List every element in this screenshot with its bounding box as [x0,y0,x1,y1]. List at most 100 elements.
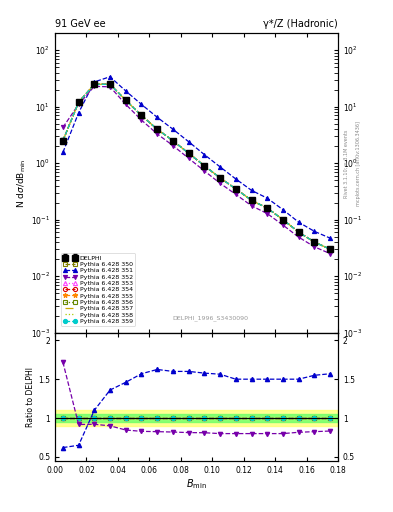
Pythia 6.428 353 [328,246,332,252]
Pythia 6.428 359 [328,246,332,252]
Pythia 6.428 356 [218,175,222,181]
Pythia 6.428 350 [61,138,65,144]
Pythia 6.428 357 [76,99,81,105]
Pythia 6.428 354 [265,205,270,211]
Pythia 6.428 350 [108,81,112,88]
Pythia 6.428 358 [76,99,81,105]
Pythia 6.428 353 [108,81,112,88]
Pythia 6.428 355 [139,113,144,119]
Pythia 6.428 359 [186,150,191,156]
Pythia 6.428 354 [249,197,254,203]
Pythia 6.428 354 [186,150,191,156]
Pythia 6.428 354 [233,186,238,192]
Pythia 6.428 357 [108,81,112,88]
Pythia 6.428 351 [155,114,160,120]
Text: mcplots.cern.ch [arXiv:1306.3436]: mcplots.cern.ch [arXiv:1306.3436] [356,121,361,206]
Pythia 6.428 358 [108,81,112,88]
Pythia 6.428 358 [61,138,65,144]
Pythia 6.428 355 [233,186,238,192]
Pythia 6.428 352 [76,101,81,108]
Pythia 6.428 350 [281,217,285,223]
Pythia 6.428 359 [171,138,175,144]
Pythia 6.428 351 [76,110,81,116]
Pythia 6.428 355 [218,175,222,181]
Pythia 6.428 353 [92,81,97,88]
Pythia 6.428 359 [108,81,112,88]
Pythia 6.428 352 [186,155,191,161]
Pythia 6.428 352 [108,84,112,90]
Pythia 6.428 359 [218,175,222,181]
Pythia 6.428 356 [202,163,207,169]
Pythia 6.428 359 [265,205,270,211]
Pythia 6.428 350 [265,205,270,211]
Pythia 6.428 357 [218,175,222,181]
Pythia 6.428 352 [202,168,207,174]
Pythia 6.428 355 [155,126,160,132]
Pythia 6.428 355 [123,97,128,103]
Pythia 6.428 359 [123,97,128,103]
Pythia 6.428 359 [233,186,238,192]
Pythia 6.428 353 [155,126,160,132]
Pythia 6.428 354 [139,113,144,119]
Pythia 6.428 353 [265,205,270,211]
Pythia 6.428 353 [186,150,191,156]
Pythia 6.428 354 [312,239,317,245]
Pythia 6.428 350 [186,150,191,156]
Pythia 6.428 357 [186,150,191,156]
Pythia 6.428 359 [155,126,160,132]
Pythia 6.428 356 [233,186,238,192]
Line: Pythia 6.428 359: Pythia 6.428 359 [61,82,332,251]
Pythia 6.428 358 [281,217,285,223]
Pythia 6.428 351 [123,88,128,94]
Pythia 6.428 355 [312,239,317,245]
Pythia 6.428 354 [108,81,112,88]
Pythia 6.428 350 [139,113,144,119]
Pythia 6.428 353 [249,197,254,203]
Pythia 6.428 357 [296,229,301,235]
Legend: DELPHI, Pythia 6.428 350, Pythia 6.428 351, Pythia 6.428 352, Pythia 6.428 353, : DELPHI, Pythia 6.428 350, Pythia 6.428 3… [61,253,135,327]
Pythia 6.428 357 [249,197,254,203]
Pythia 6.428 350 [123,97,128,103]
Pythia 6.428 356 [123,97,128,103]
Pythia 6.428 353 [312,239,317,245]
Pythia 6.428 355 [92,81,97,88]
Pythia 6.428 350 [233,186,238,192]
Pythia 6.428 352 [281,222,285,228]
Pythia 6.428 351 [202,152,207,158]
Pythia 6.428 350 [218,175,222,181]
Pythia 6.428 359 [249,197,254,203]
Pythia 6.428 356 [312,239,317,245]
Pythia 6.428 354 [92,81,97,88]
Pythia 6.428 352 [61,124,65,131]
Pythia 6.428 354 [76,99,81,105]
Pythia 6.428 357 [328,246,332,252]
Line: Pythia 6.428 356: Pythia 6.428 356 [61,82,332,251]
Pythia 6.428 354 [123,97,128,103]
Pythia 6.428 358 [296,229,301,235]
Pythia 6.428 353 [233,186,238,192]
Pythia 6.428 358 [139,113,144,119]
Pythia 6.428 357 [233,186,238,192]
Pythia 6.428 357 [92,81,97,88]
Pythia 6.428 355 [296,229,301,235]
Pythia 6.428 351 [233,176,238,182]
Pythia 6.428 352 [249,203,254,209]
Pythia 6.428 355 [328,246,332,252]
Pythia 6.428 358 [92,81,97,88]
Pythia 6.428 356 [296,229,301,235]
Pythia 6.428 351 [296,219,301,225]
Pythia 6.428 357 [312,239,317,245]
Line: Pythia 6.428 350: Pythia 6.428 350 [61,82,332,251]
Pythia 6.428 354 [296,229,301,235]
Pythia 6.428 356 [92,81,97,88]
Pythia 6.428 350 [296,229,301,235]
Pythia 6.428 357 [171,138,175,144]
Pythia 6.428 350 [249,197,254,203]
Pythia 6.428 354 [61,138,65,144]
Pythia 6.428 357 [155,126,160,132]
Pythia 6.428 359 [92,81,97,88]
Pythia 6.428 351 [281,207,285,213]
Pythia 6.428 351 [249,187,254,194]
Pythia 6.428 357 [139,113,144,119]
Pythia 6.428 352 [312,244,317,250]
